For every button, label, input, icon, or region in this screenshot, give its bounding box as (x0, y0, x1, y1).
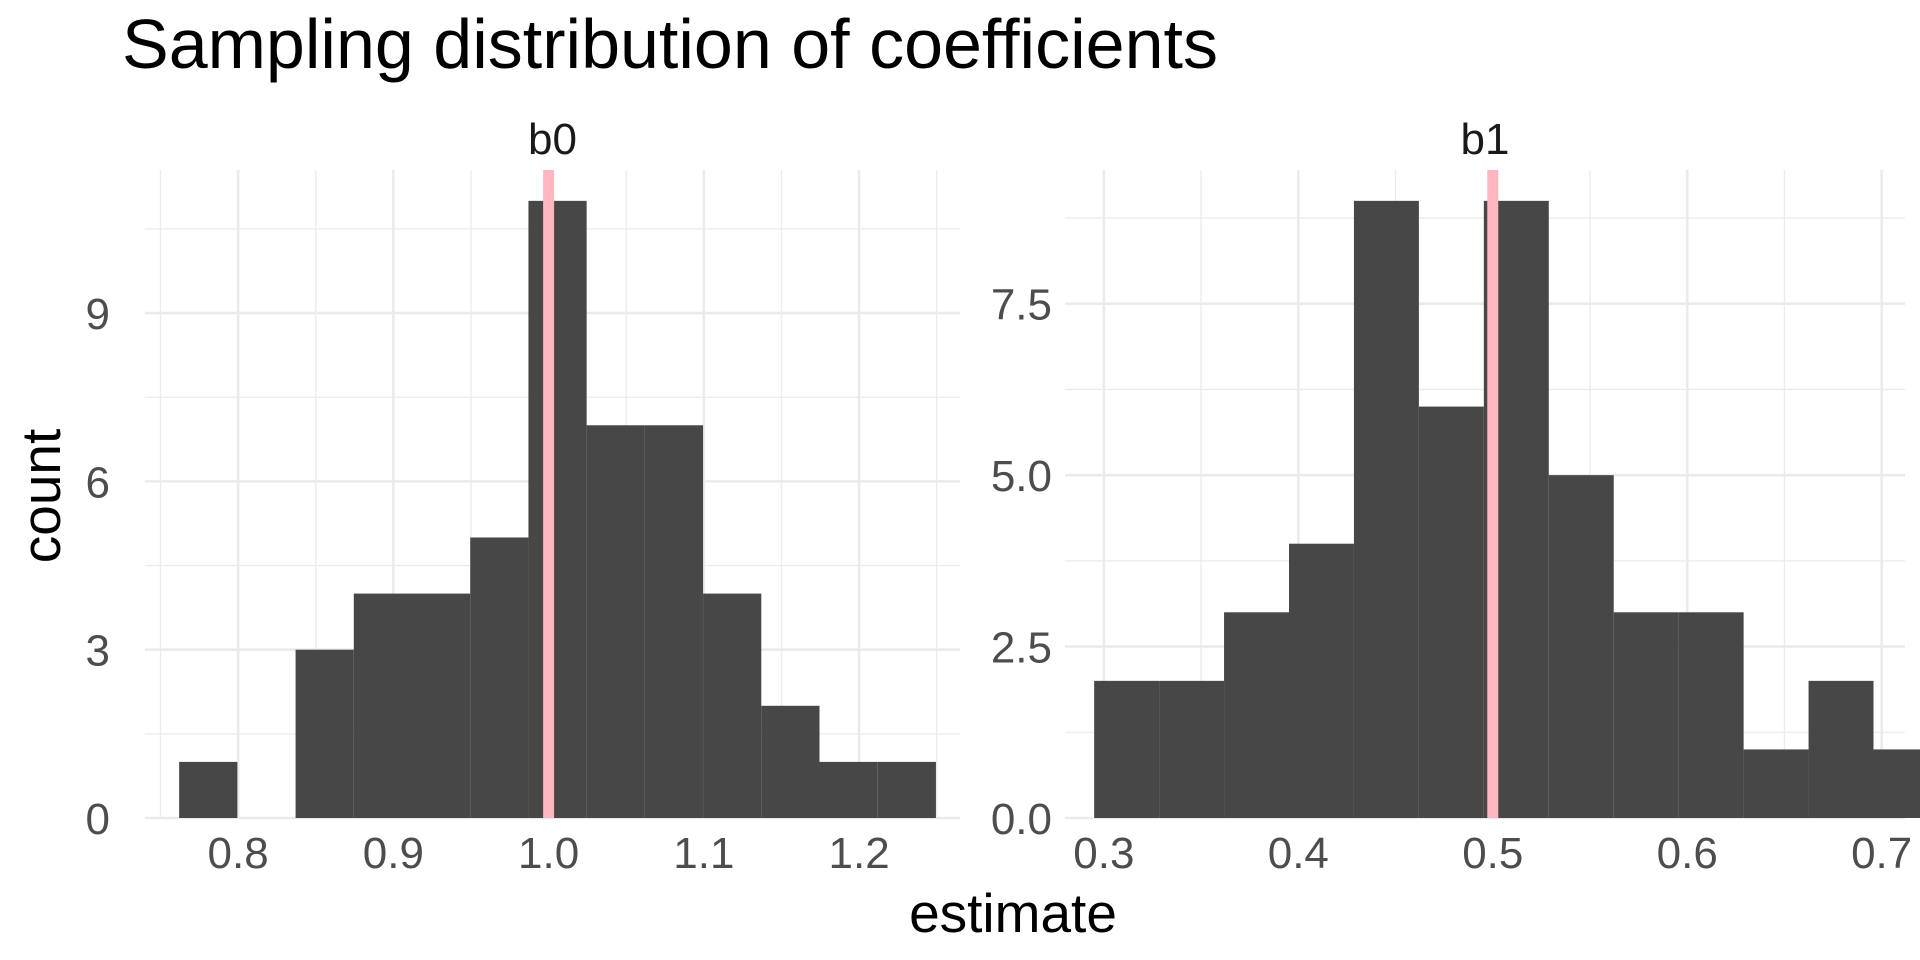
x-tick-label: 1.0 (518, 829, 579, 878)
histogram-bar (1353, 200, 1419, 818)
histogram-bar (1873, 749, 1920, 818)
x-tick-label: 0.8 (208, 829, 269, 878)
x-tick-label: 1.2 (829, 829, 890, 878)
chart-panels: 0.8 0.9 1.0 1.1 1.2 0 3 6 9 b0 0.3 0.4 0.5 0.6 0.7 0.0 2… (86, 115, 1920, 878)
histogram-bar (703, 593, 762, 818)
histogram-bar (819, 761, 878, 818)
histogram-bar (1548, 475, 1614, 818)
panel-b0: 0.8 0.9 1.0 1.1 1.2 0 3 6 9 b0 (86, 115, 960, 878)
histogram-bar (470, 537, 529, 818)
y-tick-label: 0 (86, 795, 110, 844)
y-tick-label: 2.5 (991, 624, 1052, 673)
x-tick-label: 0.6 (1657, 829, 1718, 878)
y-tick-label: 5.0 (991, 452, 1052, 501)
histogram-bar (528, 200, 587, 818)
histogram-bar (1094, 680, 1160, 818)
y-tick-label: 0.0 (991, 795, 1052, 844)
x-tick-label: 1.1 (673, 829, 734, 878)
x-tick-label: 0.9 (363, 829, 424, 878)
x-tick-label: 0.5 (1462, 829, 1523, 878)
histogram-bar (353, 593, 413, 818)
histogram-bar (877, 761, 936, 818)
histogram-bar (1159, 680, 1225, 818)
histogram-bar (1418, 406, 1484, 818)
histogram-bar (295, 649, 354, 818)
histogram-bar (1289, 543, 1354, 818)
x-tick-label: 0.7 (1851, 829, 1912, 878)
y-tick-label: 6 (86, 458, 110, 507)
x-tick-label: 0.3 (1073, 829, 1134, 878)
chart-title: Sampling distribution of coefficients (122, 5, 1218, 83)
facet-label-b1: b1 (1461, 115, 1510, 164)
histogram-bar (1224, 612, 1289, 818)
histogram-bar (1678, 612, 1744, 818)
y-axis-title: count (10, 429, 72, 564)
histogram-bar (179, 761, 238, 818)
histogram-bar (761, 705, 820, 818)
y-tick-label: 3 (86, 627, 110, 676)
panel-b1: 0.3 0.4 0.5 0.6 0.7 0.0 2.5 5.0 7.5 b1 (991, 115, 1920, 878)
histogram-bar (1808, 680, 1874, 818)
y-tick-label: 9 (86, 290, 110, 339)
histogram-bar (1613, 612, 1679, 818)
y-tick-label: 7.5 (991, 281, 1052, 330)
histogram-bar (1743, 749, 1809, 818)
facet-label-b0: b0 (528, 115, 577, 164)
x-axis-title: estimate (909, 882, 1117, 944)
histogram-bar (412, 593, 471, 818)
x-tick-label: 0.4 (1268, 829, 1329, 878)
histogram-bar (586, 425, 645, 818)
histogram-bar (644, 425, 704, 818)
